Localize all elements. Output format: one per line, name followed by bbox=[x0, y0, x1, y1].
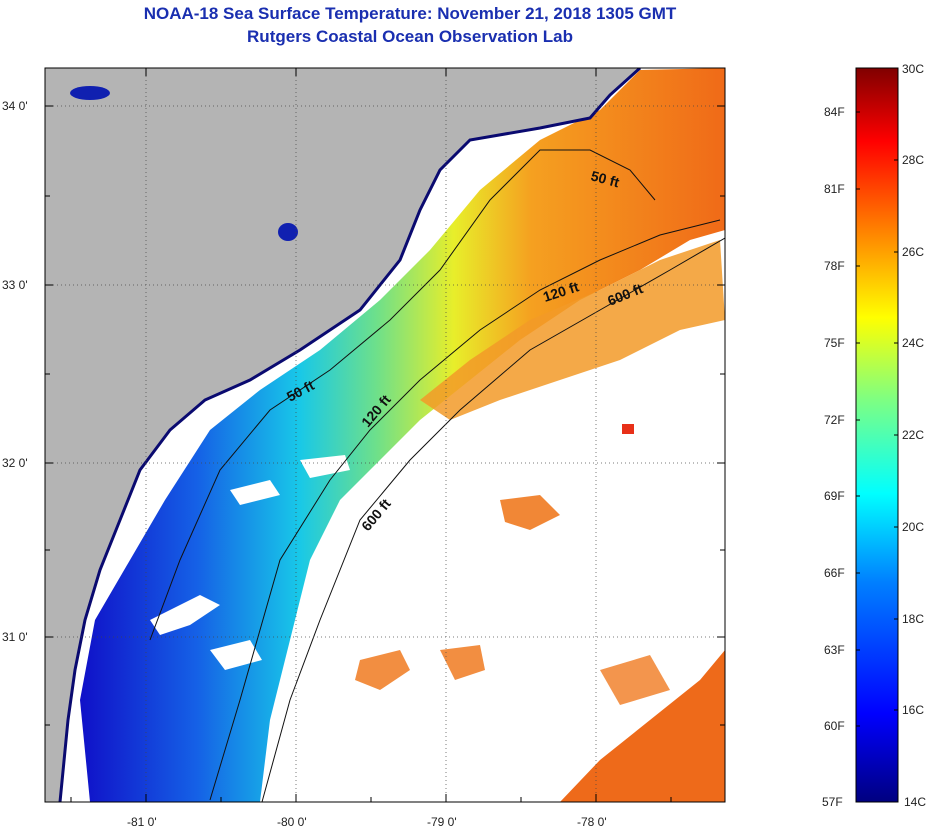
cb-fahrenheit-label: 60F bbox=[824, 719, 845, 733]
lat-tick-label: 31 0' bbox=[2, 630, 28, 644]
cb-celsius-label: 20C bbox=[902, 520, 925, 534]
lat-tick-label: 33 0' bbox=[2, 278, 28, 292]
cloud-patch-3 bbox=[300, 455, 350, 478]
cb-celsius-label: 16C bbox=[902, 703, 925, 717]
cb-fahrenheit-label: 69F bbox=[824, 489, 845, 503]
cb-fahrenheit-label: 66F bbox=[824, 566, 845, 580]
hot-spot bbox=[622, 424, 634, 434]
lake-1 bbox=[70, 86, 110, 100]
warm-patch-1 bbox=[420, 240, 725, 420]
cb-celsius-label: 14C bbox=[904, 795, 927, 809]
lon-tick-label: -80 0' bbox=[277, 815, 307, 829]
cb-fahrenheit-label: 75F bbox=[824, 336, 845, 350]
contour-600ft bbox=[261, 237, 725, 802]
cb-celsius-label: 22C bbox=[902, 428, 925, 442]
warm-patch-6 bbox=[600, 655, 670, 705]
cb-fahrenheit-label: 84F bbox=[824, 105, 845, 119]
cloud-patch-1 bbox=[150, 595, 220, 635]
cb-fahrenheit-label: 72F bbox=[824, 413, 845, 427]
land-mass bbox=[45, 68, 640, 802]
cb-fahrenheit-label: 57F bbox=[822, 795, 843, 809]
cb-celsius-label: 18C bbox=[902, 612, 925, 626]
map-subtitle: Rutgers Coastal Ocean Observation Lab bbox=[247, 27, 573, 46]
colorbar-ticks bbox=[856, 111, 898, 727]
cb-celsius-label: 24C bbox=[902, 336, 925, 350]
cb-celsius-label: 30C bbox=[902, 62, 925, 76]
lat-tick-label: 32 0' bbox=[2, 456, 28, 470]
coastline bbox=[58, 68, 642, 802]
warm-patch-5 bbox=[440, 645, 485, 680]
map-frame bbox=[44, 67, 726, 803]
contour-50ft bbox=[149, 149, 656, 641]
cloud-patch-4 bbox=[210, 640, 262, 670]
map-title: NOAA-18 Sea Surface Temperature: Novembe… bbox=[143, 4, 677, 23]
contour-120ft bbox=[209, 219, 721, 801]
tick-marks bbox=[45, 68, 725, 802]
warm-patch-3 bbox=[500, 495, 560, 530]
cb-fahrenheit-label: 78F bbox=[824, 259, 845, 273]
cloud-patch-2 bbox=[230, 480, 280, 505]
cb-fahrenheit-label: 81F bbox=[824, 182, 845, 196]
sst-field bbox=[80, 68, 725, 802]
cb-celsius-label: 26C bbox=[902, 245, 925, 259]
lon-tick-label: -79 0' bbox=[427, 815, 457, 829]
contour-label: 50 ft bbox=[589, 167, 621, 190]
cb-fahrenheit-label: 63F bbox=[824, 643, 845, 657]
colorbar bbox=[855, 67, 899, 803]
cb-celsius-label: 28C bbox=[902, 153, 925, 167]
lon-tick-label: -78 0' bbox=[577, 815, 607, 829]
warm-patch-4 bbox=[355, 650, 410, 690]
warm-patch-2 bbox=[560, 650, 725, 802]
lon-tick-label: -81 0' bbox=[127, 815, 157, 829]
graticule bbox=[45, 68, 725, 802]
lake-2 bbox=[278, 223, 298, 241]
lat-tick-label: 34 0' bbox=[2, 99, 28, 113]
